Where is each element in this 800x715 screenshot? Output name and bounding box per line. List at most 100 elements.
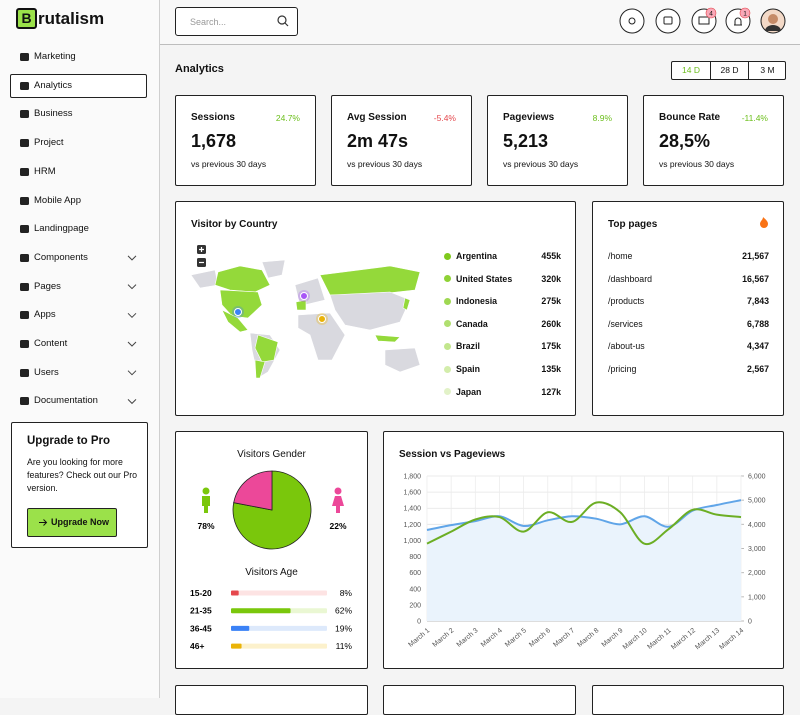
country-value: 455k xyxy=(541,251,561,261)
card xyxy=(175,685,368,715)
stat-label: Avg Session xyxy=(347,112,407,123)
nav-item[interactable]: Documentation xyxy=(34,395,98,407)
logo-badge: B xyxy=(16,8,37,29)
stat-change: 8.9% xyxy=(592,113,612,123)
page-views: 7,843 xyxy=(746,296,769,307)
nav-item[interactable]: Mobile App xyxy=(34,194,82,206)
page-views: 21,567 xyxy=(742,251,769,261)
nav-item[interactable]: Business xyxy=(34,108,73,120)
country-dot xyxy=(444,320,451,328)
nav-icon xyxy=(20,167,29,176)
stat-change: 24.7% xyxy=(275,113,300,123)
card xyxy=(383,685,576,715)
page-title: Analytics xyxy=(175,63,224,75)
range-button[interactable]: 14 D xyxy=(682,65,700,75)
country-value: 260k xyxy=(541,318,561,329)
page-views: 4,347 xyxy=(746,341,769,352)
country-value: 135k xyxy=(541,364,561,374)
stat-note: vs previous 30 days xyxy=(659,159,735,169)
nav-icon xyxy=(20,81,29,90)
stat-change: -11.4% xyxy=(741,113,768,123)
nav-icon xyxy=(20,311,29,320)
stat-value: 2m 47s xyxy=(347,131,409,151)
country-card: Visitor by Country Argentina 455k United St… xyxy=(175,201,576,416)
card xyxy=(592,685,784,715)
card-title: Visitor by Country xyxy=(191,219,278,230)
nav-icon xyxy=(20,282,29,291)
country-name: Spain xyxy=(456,364,480,374)
country-name: Brazil xyxy=(456,341,480,352)
upgrade-title: Upgrade to Pro xyxy=(27,435,111,447)
country-name: Indonesia xyxy=(456,296,498,307)
nav-item[interactable]: Components xyxy=(34,251,88,263)
stat-label: Pageviews xyxy=(503,112,555,123)
nav-item[interactable]: Pages xyxy=(34,280,61,292)
stat-change: -5.4% xyxy=(433,113,456,123)
page-path[interactable]: /services xyxy=(608,318,643,329)
page-path[interactable]: /home xyxy=(608,251,633,261)
country-dot xyxy=(444,388,451,396)
page-path[interactable]: /about-us xyxy=(608,341,645,352)
nav-icon xyxy=(20,225,29,234)
country-name: Argentina xyxy=(456,251,498,261)
nav-item[interactable]: HRM xyxy=(34,165,56,177)
chart-title: Session vs Pageviews xyxy=(399,449,506,460)
nav-item[interactable]: Users xyxy=(34,366,59,378)
stat-label: Sessions xyxy=(191,112,235,123)
range-button[interactable]: 28 D xyxy=(710,62,748,79)
country-value: 275k xyxy=(541,296,561,307)
top-pages-card: Top pages/home 21,567/dashboard 16,567/pro… xyxy=(592,201,784,416)
stat-note: vs previous 30 days xyxy=(191,159,267,169)
nav-item[interactable]: Marketing xyxy=(34,51,76,62)
stat-value: 28,5% xyxy=(659,131,711,151)
stat-label: Bounce Rate xyxy=(659,112,721,123)
nav-item[interactable]: Landingpage xyxy=(34,223,89,235)
stat-note: vs previous 30 days xyxy=(503,159,579,169)
nav-icon xyxy=(20,397,29,406)
card-title: Visitors Gender xyxy=(237,449,306,460)
page-views: 16,567 xyxy=(742,273,769,284)
country-dot xyxy=(444,252,451,260)
card-title: Visitors Age xyxy=(245,567,298,578)
upgrade-button-label[interactable]: Upgrade Now xyxy=(51,517,110,527)
range-button[interactable]: 3 M xyxy=(748,62,786,79)
nav-icon xyxy=(20,53,29,61)
stat-value: 5,213 xyxy=(503,131,549,151)
upgrade-text: Are you looking for more features? Check… xyxy=(27,457,138,493)
logo-text: rutalism xyxy=(38,9,105,28)
country-value: 320k xyxy=(541,273,561,284)
page-views: 6,788 xyxy=(746,318,769,329)
stat-card: Bounce Rate -11.4% 28,5% vs previous 30 day… xyxy=(643,95,784,186)
nav-item[interactable]: Content xyxy=(34,338,68,349)
active-nav-box xyxy=(10,73,147,98)
nav-icon xyxy=(20,368,29,377)
demographics-card: Visitors Gender Visitors Age xyxy=(175,431,368,669)
country-dot xyxy=(444,275,451,283)
nav-item[interactable]: Analytics xyxy=(34,79,73,91)
country-dot xyxy=(444,297,451,305)
nav-icon xyxy=(20,253,29,262)
page-path[interactable]: /pricing xyxy=(608,364,637,374)
stat-value: 1,678 xyxy=(191,131,237,151)
country-value: 175k xyxy=(541,341,561,352)
nav-item[interactable]: Apps xyxy=(34,309,56,321)
page-views: 2,567 xyxy=(746,364,769,374)
nav-icon xyxy=(20,340,29,348)
nav-icon xyxy=(20,139,29,148)
country-value: 127k xyxy=(541,386,561,397)
search-placeholder: Search... xyxy=(190,17,227,27)
nav-icon xyxy=(20,110,29,119)
card-title: Top pages xyxy=(608,219,658,230)
stat-card: Avg Session -5.4% 2m 47s vs previous 30 day… xyxy=(331,95,472,186)
country-dot xyxy=(444,365,451,373)
nav-icon xyxy=(20,196,29,205)
chart-card: Session vs Pageviews xyxy=(383,431,784,669)
country-name: Japan xyxy=(456,386,482,397)
nav-item[interactable]: Project xyxy=(34,137,64,149)
page-path[interactable]: /products xyxy=(608,296,645,307)
page-path[interactable]: /dashboard xyxy=(608,273,653,284)
